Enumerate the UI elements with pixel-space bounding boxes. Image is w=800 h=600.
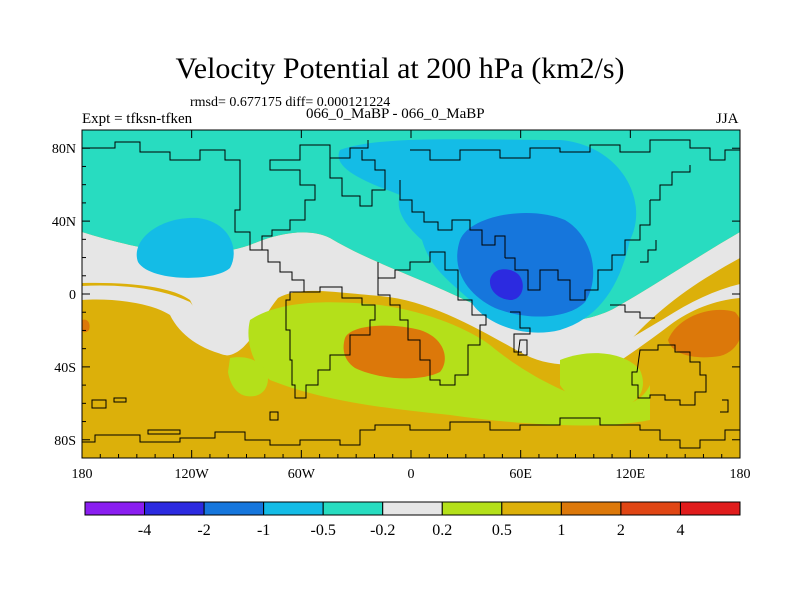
south-pacific-high <box>668 309 740 358</box>
coastline-north-america <box>82 140 369 251</box>
coastline-small-islands <box>91 397 279 421</box>
x-tick-label: 180 <box>72 467 93 482</box>
colorbar-swatch <box>620 501 681 516</box>
coastline-maritime <box>610 304 655 319</box>
y-tick-label: 0 <box>69 288 76 303</box>
asian-center-low <box>489 269 523 300</box>
season-label: JJA <box>716 111 739 127</box>
east-pacific-lobe <box>228 357 268 397</box>
colorbar-swatch <box>322 501 384 516</box>
y-tick-label: 80S <box>54 434 76 449</box>
experiment-label: Expt = tfksn-tfken <box>82 111 193 127</box>
colorbar-swatch <box>501 501 562 516</box>
colorbar-label: 4 <box>676 522 684 539</box>
colorbar-label: -0.2 <box>370 522 395 539</box>
far-west-high <box>82 319 90 333</box>
x-tick-label: 180 <box>730 467 751 482</box>
x-tick-label: 120W <box>175 467 210 482</box>
colorbar-label: 2 <box>617 522 625 539</box>
colorbar-label: -0.5 <box>311 522 336 539</box>
coastline-new-zealand <box>720 399 729 413</box>
colorbar-swatch <box>560 501 622 516</box>
coastline-south-america <box>285 286 376 399</box>
coastline-africa <box>377 251 487 386</box>
colorbar-swatch <box>441 501 503 516</box>
x-tick-label: 120E <box>616 467 646 482</box>
colorbar-label: -2 <box>197 522 210 539</box>
case-label: 066_0_MaBP - 066_0_MaBP <box>306 106 485 122</box>
coastline-antarctica <box>82 417 740 449</box>
colorbar-label: 0.2 <box>432 522 452 539</box>
coastline-siberia-east <box>650 165 691 201</box>
coastline-asia-south <box>505 200 651 301</box>
south-atlantic-high <box>343 325 445 379</box>
colorbar-label: 0.5 <box>492 522 512 539</box>
tropical-neutral-band <box>82 232 740 365</box>
colorbar-swatch <box>263 501 324 516</box>
north-pacific-low <box>136 217 234 278</box>
coastline-madagascar <box>517 339 528 356</box>
southern-neutral-band <box>248 302 650 426</box>
colorbar-label: -1 <box>257 522 270 539</box>
x-tick-label: 60W <box>288 467 316 482</box>
axes: 180 120W 60W 0 60E 120E 180 80N 40N 0 40S 80S <box>52 130 751 482</box>
colorbar-swatch <box>144 501 205 516</box>
colorbar-label: 1 <box>557 522 565 539</box>
y-tick-label: 40N <box>52 215 76 230</box>
y-tick-label: 40S <box>54 361 76 376</box>
colorbar-swatch <box>203 501 265 516</box>
colorbar-swatch <box>679 501 741 516</box>
x-tick-label: 0 <box>408 467 415 482</box>
coastline-arabia <box>510 311 531 353</box>
asian-core-low <box>457 212 594 317</box>
y-tick-label: 80N <box>52 142 76 157</box>
east-pacific-neutral <box>82 285 230 356</box>
coastline-asia-north <box>410 139 740 161</box>
coastline-japan <box>640 240 657 263</box>
colorbar-label: -4 <box>138 522 151 539</box>
coastline-weddell <box>147 429 181 435</box>
colorbar: -4 -2 -1 -0.5 -0.2 0.2 0.5 1 2 4 <box>84 501 741 539</box>
x-tick-label: 60E <box>509 467 532 482</box>
colorbar-swatch <box>382 501 443 516</box>
chart-title: Velocity Potential at 200 hPa (km2/s) <box>175 52 625 85</box>
contour-field <box>82 130 740 458</box>
indian-ocean-lobe <box>560 353 643 409</box>
coastlines <box>82 139 740 449</box>
coastline-central-america <box>262 249 305 292</box>
colorbar-swatch <box>84 501 146 516</box>
rmsd-diff-stats: rmsd= 0.677175 diff= 0.000121224 <box>190 95 391 110</box>
coastline-europe <box>399 180 506 258</box>
coastline-australia <box>631 344 707 406</box>
coastline-greenland <box>329 150 386 207</box>
